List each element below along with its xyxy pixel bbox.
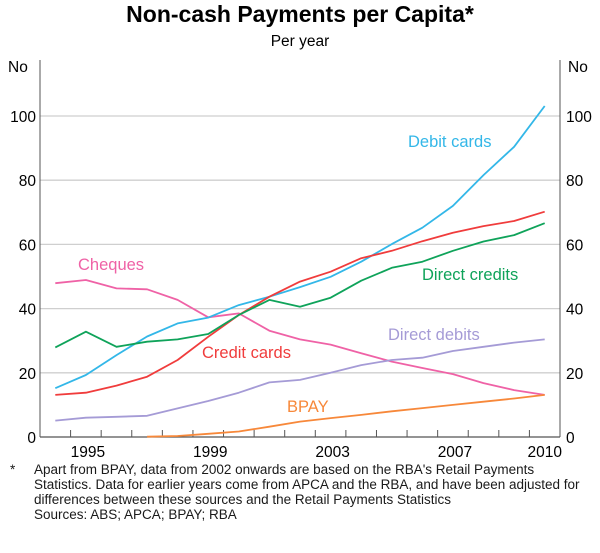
y-axis-label-left: No	[8, 59, 28, 76]
series-label: Direct debits	[388, 326, 480, 344]
series-label: Direct credits	[422, 266, 518, 284]
y-tick-label-left: 100	[10, 109, 36, 126]
series-label: Credit cards	[202, 344, 291, 362]
x-tick-label: 2010	[527, 444, 562, 460]
y-tick-label-right: 0	[566, 430, 575, 447]
y-tick-label-right: 80	[566, 173, 584, 190]
footnote: * Apart from BPAY, data from 2002 onward…	[0, 462, 600, 507]
series-line-credit-cards	[55, 210, 545, 396]
footnote-marker: *	[10, 462, 16, 477]
y-tick-label-left: 20	[19, 366, 37, 383]
y-tick-label-right: 60	[566, 237, 584, 254]
x-tick-label: 2003	[315, 444, 349, 460]
y-tick-label-left: 80	[19, 173, 37, 190]
y-tick-label-left: 0	[27, 430, 36, 447]
footnote-text: Apart from BPAY, data from 2002 onwards …	[34, 462, 580, 507]
chart-title: Non-cash Payments per Capita*	[126, 1, 474, 27]
x-tick-label: 1999	[193, 444, 227, 460]
x-tick-label: 1995	[71, 444, 105, 460]
chart-subtitle: Per year	[271, 33, 330, 50]
y-tick-label-right: 40	[566, 302, 584, 319]
x-tick-label: 2007	[438, 444, 472, 460]
chart-notes: * Apart from BPAY, data from 2002 onward…	[0, 462, 600, 522]
series-line-cheques	[55, 279, 545, 396]
y-tick-label-right: 100	[566, 109, 592, 126]
series-line-direct-credits	[54, 222, 546, 349]
series-label: Cheques	[78, 256, 144, 274]
y-tick-label-left: 60	[19, 237, 37, 254]
series-label: Debit cards	[408, 133, 491, 151]
sources: Sources: ABS; APCA; BPAY; RBA	[34, 507, 237, 522]
y-tick-label-left: 40	[19, 302, 37, 319]
series-line-bpay	[147, 394, 545, 438]
series-line-direct-debits	[55, 338, 545, 422]
y-axis-label-right: No	[568, 59, 588, 76]
line-chart: Non-cash Payments per Capita* Per year N…	[8, 1, 592, 460]
y-tick-label-right: 20	[566, 366, 584, 383]
series-label: BPAY	[287, 398, 329, 416]
